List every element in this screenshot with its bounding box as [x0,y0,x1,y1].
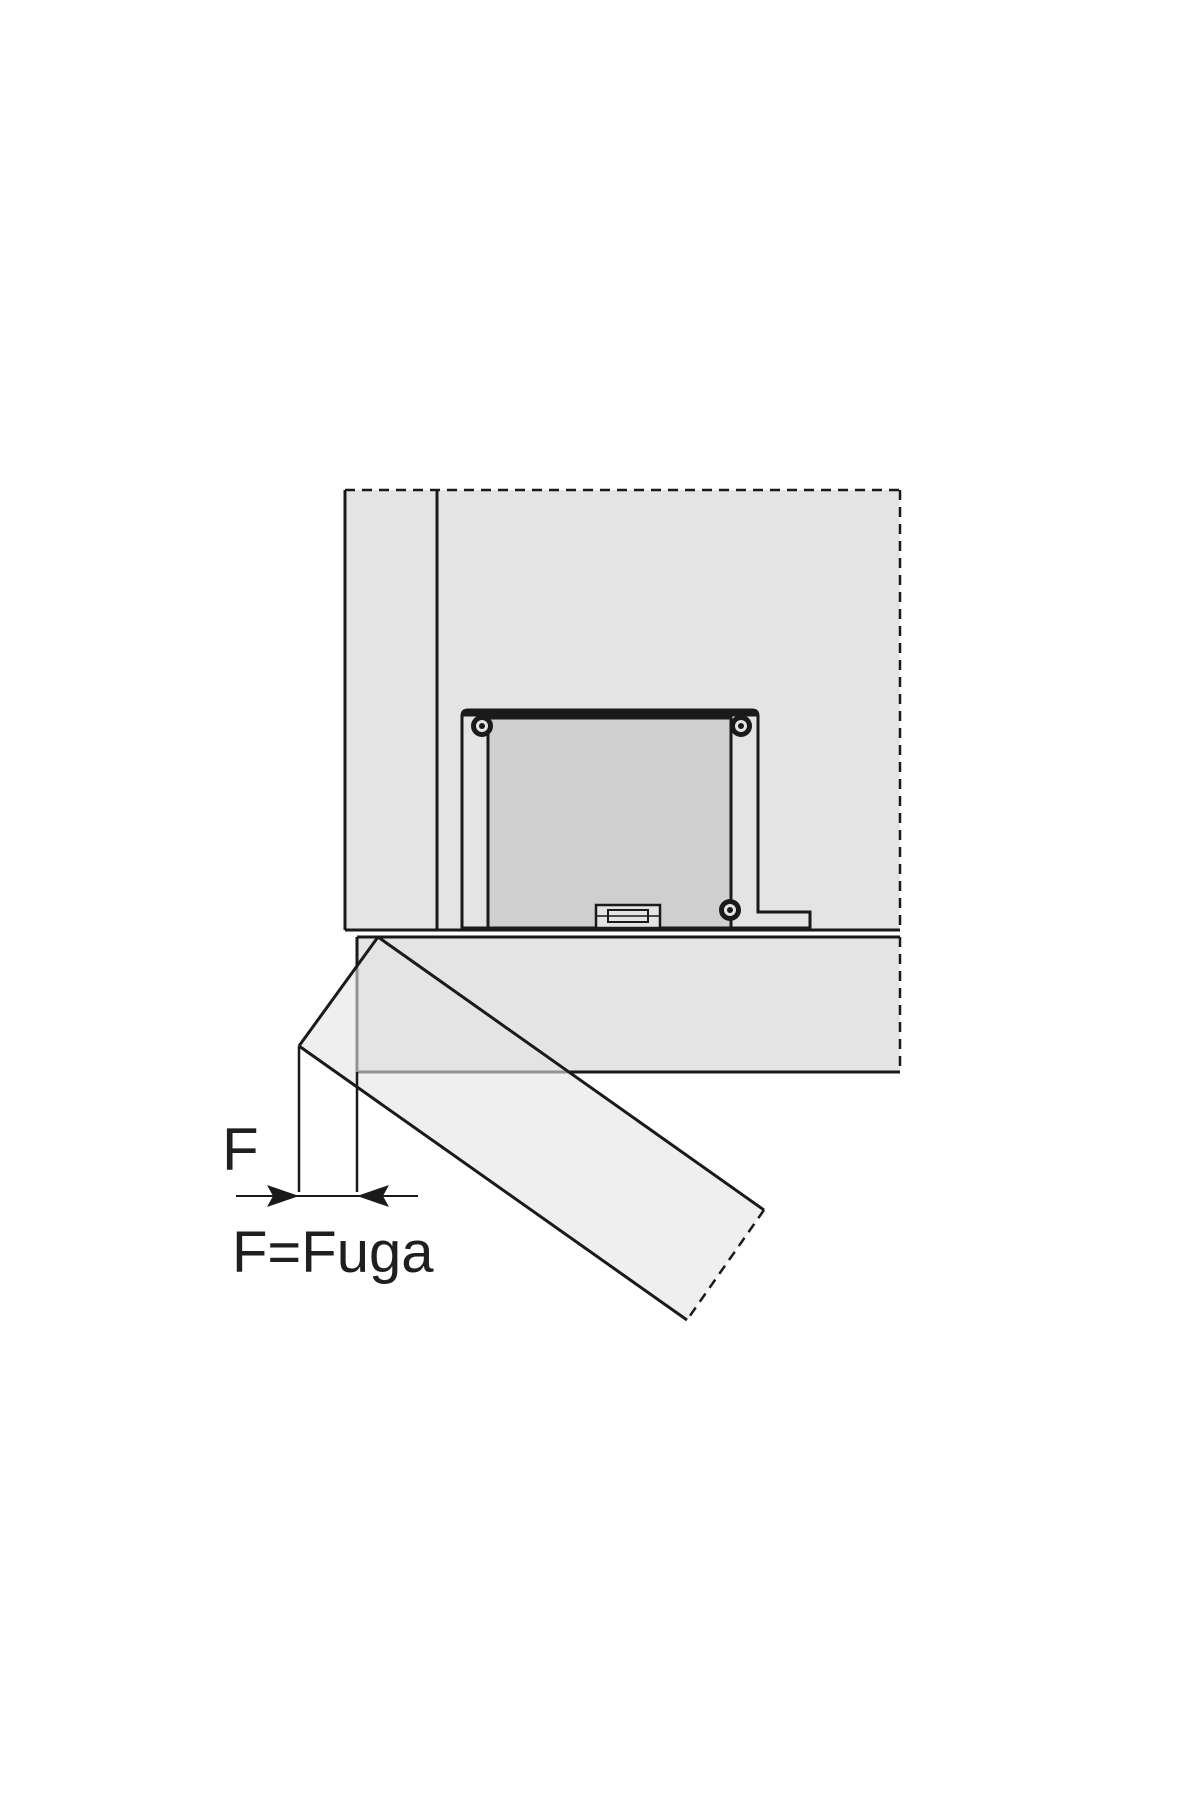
screw-icon [471,715,493,737]
hinge-mounting-plate [460,708,812,930]
gap-dimension [236,1046,418,1207]
arrow-right-icon [267,1185,299,1207]
screw-icon [719,899,741,921]
gap-legend-label: F=Fuga [232,1220,434,1285]
arrow-left-icon [357,1185,389,1207]
opening-door-panel [297,935,766,1322]
screw-icon [730,715,752,737]
gap-symbol-label: F [222,1116,259,1183]
hinge-clip [594,903,662,930]
